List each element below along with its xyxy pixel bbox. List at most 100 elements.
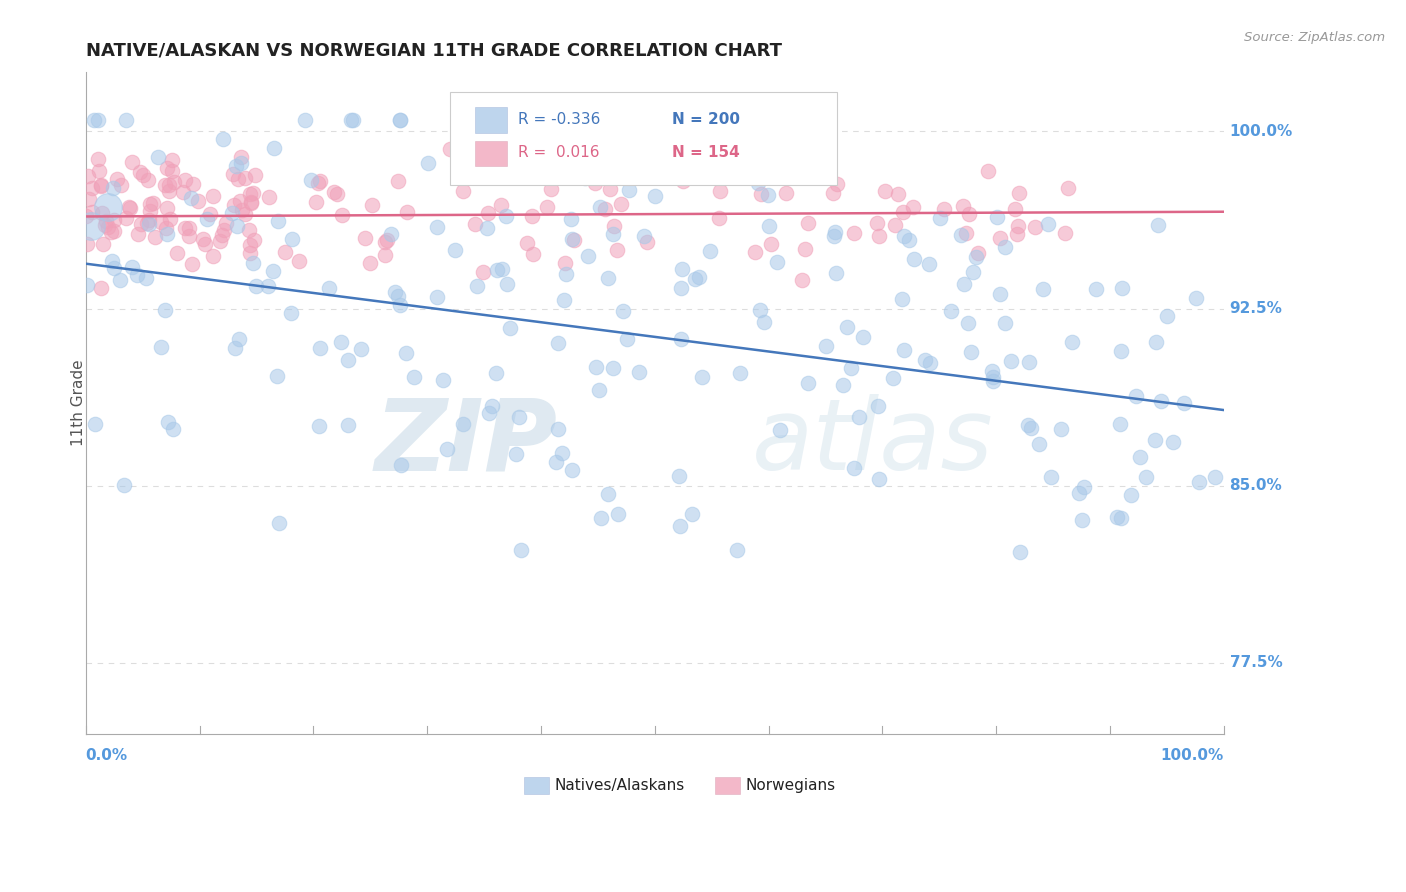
Point [299,173,322,187]
Point [150,215,173,229]
Point [981,370,1004,384]
Point [901,200,924,214]
Point [1053,226,1076,240]
Point [224,341,246,355]
Point [396,204,419,219]
Point [918,356,941,370]
Point [669,519,692,533]
Point [882,370,904,384]
Point [388,112,411,127]
Point [547,422,569,436]
Point [955,226,977,240]
Point [645,112,668,127]
Point [868,228,890,243]
Point [114,211,136,226]
Point [339,112,361,127]
Point [82,181,104,195]
Point [588,384,610,398]
Point [690,370,713,384]
Point [281,232,304,246]
Point [591,511,613,525]
Point [129,217,152,231]
Point [416,156,439,170]
Point [191,232,214,246]
Point [477,221,499,235]
Point [516,235,538,250]
Text: 85.0%: 85.0% [1230,478,1282,493]
Point [616,332,638,346]
Point [898,234,921,248]
Point [965,250,987,264]
Point [508,410,530,425]
Point [240,195,263,210]
Point [157,184,180,198]
Point [465,278,488,293]
Point [179,229,201,244]
Point [1146,218,1168,232]
Text: atlas: atlas [752,394,993,491]
Point [544,455,567,469]
Point [225,159,247,173]
Point [644,189,666,203]
Point [671,261,693,276]
Point [495,209,517,223]
Point [326,187,349,202]
Point [886,186,908,201]
Point [683,272,706,286]
Point [160,153,183,168]
Point [180,191,202,205]
Point [749,303,772,318]
Point [395,346,418,360]
Point [1156,310,1178,324]
Point [143,230,166,244]
Point [606,244,628,258]
Point [215,216,238,230]
Point [163,175,186,189]
Point [94,214,117,228]
Point [243,168,266,182]
Point [97,219,120,234]
Point [824,225,846,239]
Point [681,507,703,521]
Point [633,229,655,244]
Point [156,415,179,429]
Point [103,260,125,275]
Point [402,370,425,384]
Point [180,257,202,271]
Point [389,298,412,312]
Point [187,194,209,208]
Point [868,399,890,413]
Point [155,220,177,235]
Point [1057,180,1080,194]
Point [267,214,290,228]
Point [893,343,915,357]
Point [294,112,316,127]
Point [389,112,412,127]
Point [138,212,160,227]
Point [83,112,105,127]
Point [426,290,449,304]
Point [1109,417,1132,431]
Point [240,195,263,210]
Point [1111,281,1133,295]
Point [773,131,796,145]
Point [110,178,132,193]
Point [103,224,125,238]
Point [155,178,177,193]
Point [318,281,340,295]
Point [226,172,249,186]
Text: 0.0%: 0.0% [86,747,128,763]
Point [307,176,329,190]
Point [153,303,176,318]
Point [1060,334,1083,349]
Point [231,150,253,164]
Point [617,183,640,197]
Point [903,252,925,267]
Point [574,170,596,185]
Point [75,209,97,223]
Point [994,240,1017,254]
Point [842,461,865,475]
Point [1129,450,1152,464]
Point [1107,510,1129,524]
Point [451,417,474,432]
